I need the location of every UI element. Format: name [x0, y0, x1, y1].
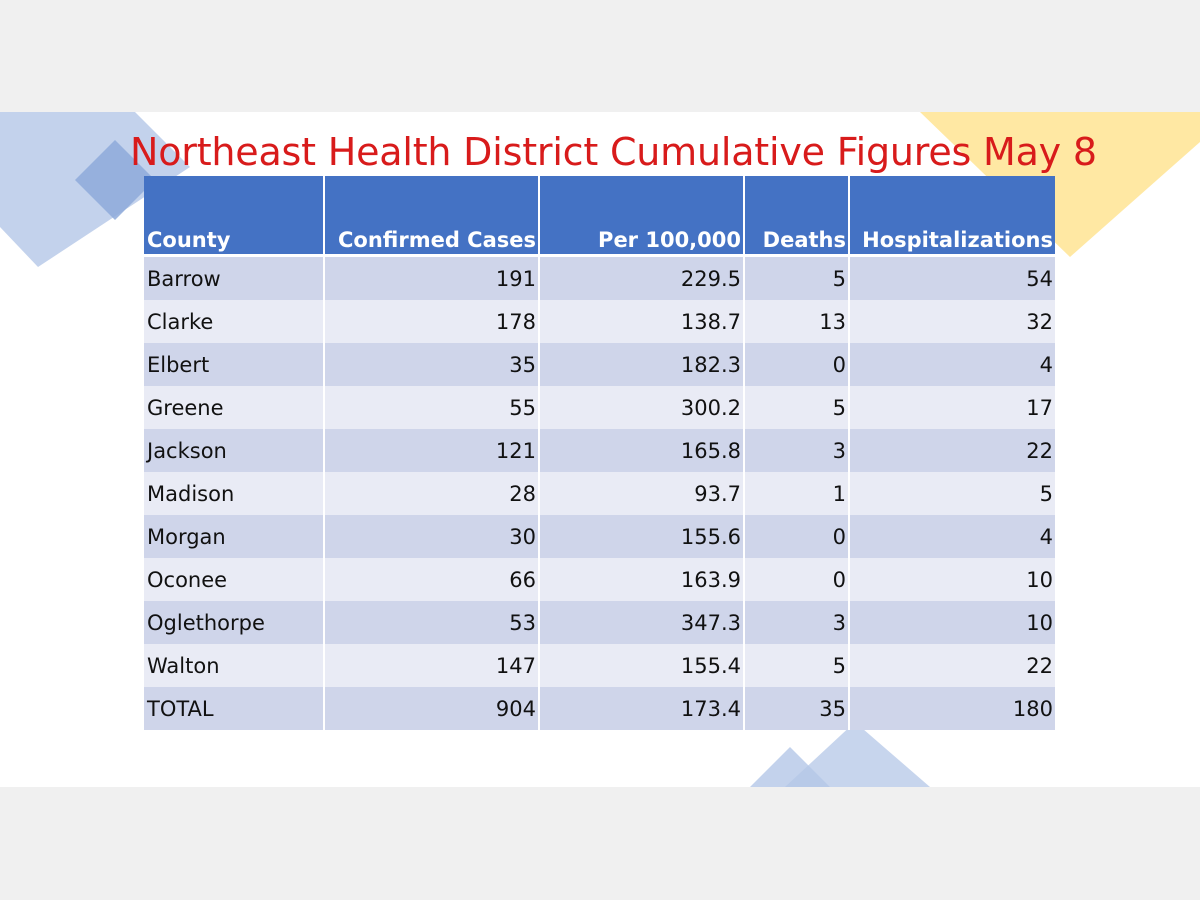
cell-confirmed-cases: 28 — [324, 472, 540, 515]
cell-confirmed-cases: 121 — [324, 429, 540, 472]
cell-hospitalizations: 22 — [849, 644, 1055, 687]
cell-per-100000: 165.8 — [539, 429, 745, 472]
cell-deaths: 5 — [744, 386, 850, 429]
cell-per-100000: 155.6 — [539, 515, 745, 558]
cell-hospitalizations: 54 — [849, 255, 1055, 300]
table-row: Madison 28 93.7 1 5 — [144, 472, 1055, 515]
header-hospitalizations: Hospitalizations — [849, 176, 1055, 257]
cell-per-100000: 300.2 — [539, 386, 745, 429]
cell-deaths: 35 — [744, 687, 850, 730]
cell-county: Clarke — [144, 300, 325, 343]
cell-per-100000: 138.7 — [539, 300, 745, 343]
cell-confirmed-cases: 30 — [324, 515, 540, 558]
cell-confirmed-cases: 147 — [324, 644, 540, 687]
cell-per-100000: 173.4 — [539, 687, 745, 730]
cell-county: Oglethorpe — [144, 601, 325, 644]
cell-county: Greene — [144, 386, 325, 429]
table-row: Barrow 191 229.5 5 54 — [144, 255, 1055, 300]
cell-hospitalizations: 4 — [849, 343, 1055, 386]
cell-county: Elbert — [144, 343, 325, 386]
cell-hospitalizations: 10 — [849, 558, 1055, 601]
cell-confirmed-cases: 35 — [324, 343, 540, 386]
header-confirmed-cases: Confirmed Cases — [324, 176, 540, 257]
cell-confirmed-cases: 66 — [324, 558, 540, 601]
cell-deaths: 3 — [744, 429, 850, 472]
cell-per-100000: 347.3 — [539, 601, 745, 644]
slide-title: Northeast Health District Cumulative Fig… — [130, 130, 1097, 174]
cell-per-100000: 163.9 — [539, 558, 745, 601]
cell-county: Oconee — [144, 558, 325, 601]
table-total-row: TOTAL 904 173.4 35 180 — [144, 687, 1055, 730]
cell-county: Morgan — [144, 515, 325, 558]
cell-deaths: 1 — [744, 472, 850, 515]
table-row: Elbert 35 182.3 0 4 — [144, 343, 1055, 386]
header-deaths: Deaths — [744, 176, 850, 257]
cell-deaths: 5 — [744, 255, 850, 300]
cell-county: Madison — [144, 472, 325, 515]
cell-county: Walton — [144, 644, 325, 687]
cell-hospitalizations: 4 — [849, 515, 1055, 558]
table-row: Morgan 30 155.6 0 4 — [144, 515, 1055, 558]
cell-confirmed-cases: 904 — [324, 687, 540, 730]
table-row: Clarke 178 138.7 13 32 — [144, 300, 1055, 343]
cell-per-100000: 93.7 — [539, 472, 745, 515]
cell-hospitalizations: 5 — [849, 472, 1055, 515]
decorative-shapes — [0, 112, 1200, 787]
cell-deaths: 5 — [744, 644, 850, 687]
deco-blue-bottom-right-2 — [785, 722, 930, 787]
table-row: Greene 55 300.2 5 17 — [144, 386, 1055, 429]
table-row: Jackson 121 165.8 3 22 — [144, 429, 1055, 472]
table-row: Walton 147 155.4 5 22 — [144, 644, 1055, 687]
cell-deaths: 0 — [744, 558, 850, 601]
cell-county: Barrow — [144, 255, 325, 300]
cell-confirmed-cases: 178 — [324, 300, 540, 343]
cell-county: Jackson — [144, 429, 325, 472]
cell-confirmed-cases: 53 — [324, 601, 540, 644]
cell-hospitalizations: 32 — [849, 300, 1055, 343]
cell-per-100000: 155.4 — [539, 644, 745, 687]
slide: Northeast Health District Cumulative Fig… — [0, 112, 1200, 787]
deco-blue-diamond-small — [75, 140, 155, 220]
table-row: Oglethorpe 53 347.3 3 10 — [144, 601, 1055, 644]
cell-hospitalizations: 22 — [849, 429, 1055, 472]
cell-hospitalizations: 17 — [849, 386, 1055, 429]
cell-deaths: 3 — [744, 601, 850, 644]
table-header-row: County Confirmed Cases Per 100,000 Death… — [144, 176, 1055, 257]
header-county: County — [144, 176, 325, 257]
cell-confirmed-cases: 191 — [324, 255, 540, 300]
cell-deaths: 0 — [744, 515, 850, 558]
table-row: Oconee 66 163.9 0 10 — [144, 558, 1055, 601]
county-figures-table: County Confirmed Cases Per 100,000 Death… — [144, 176, 1055, 730]
header-per-100000: Per 100,000 — [539, 176, 745, 257]
cell-hospitalizations: 10 — [849, 601, 1055, 644]
deco-yellow-triangle — [920, 112, 1200, 257]
cell-per-100000: 182.3 — [539, 343, 745, 386]
cell-deaths: 13 — [744, 300, 850, 343]
cell-deaths: 0 — [744, 343, 850, 386]
cell-confirmed-cases: 55 — [324, 386, 540, 429]
cell-hospitalizations: 180 — [849, 687, 1055, 730]
cell-county: TOTAL — [144, 687, 325, 730]
cell-per-100000: 229.5 — [539, 255, 745, 300]
